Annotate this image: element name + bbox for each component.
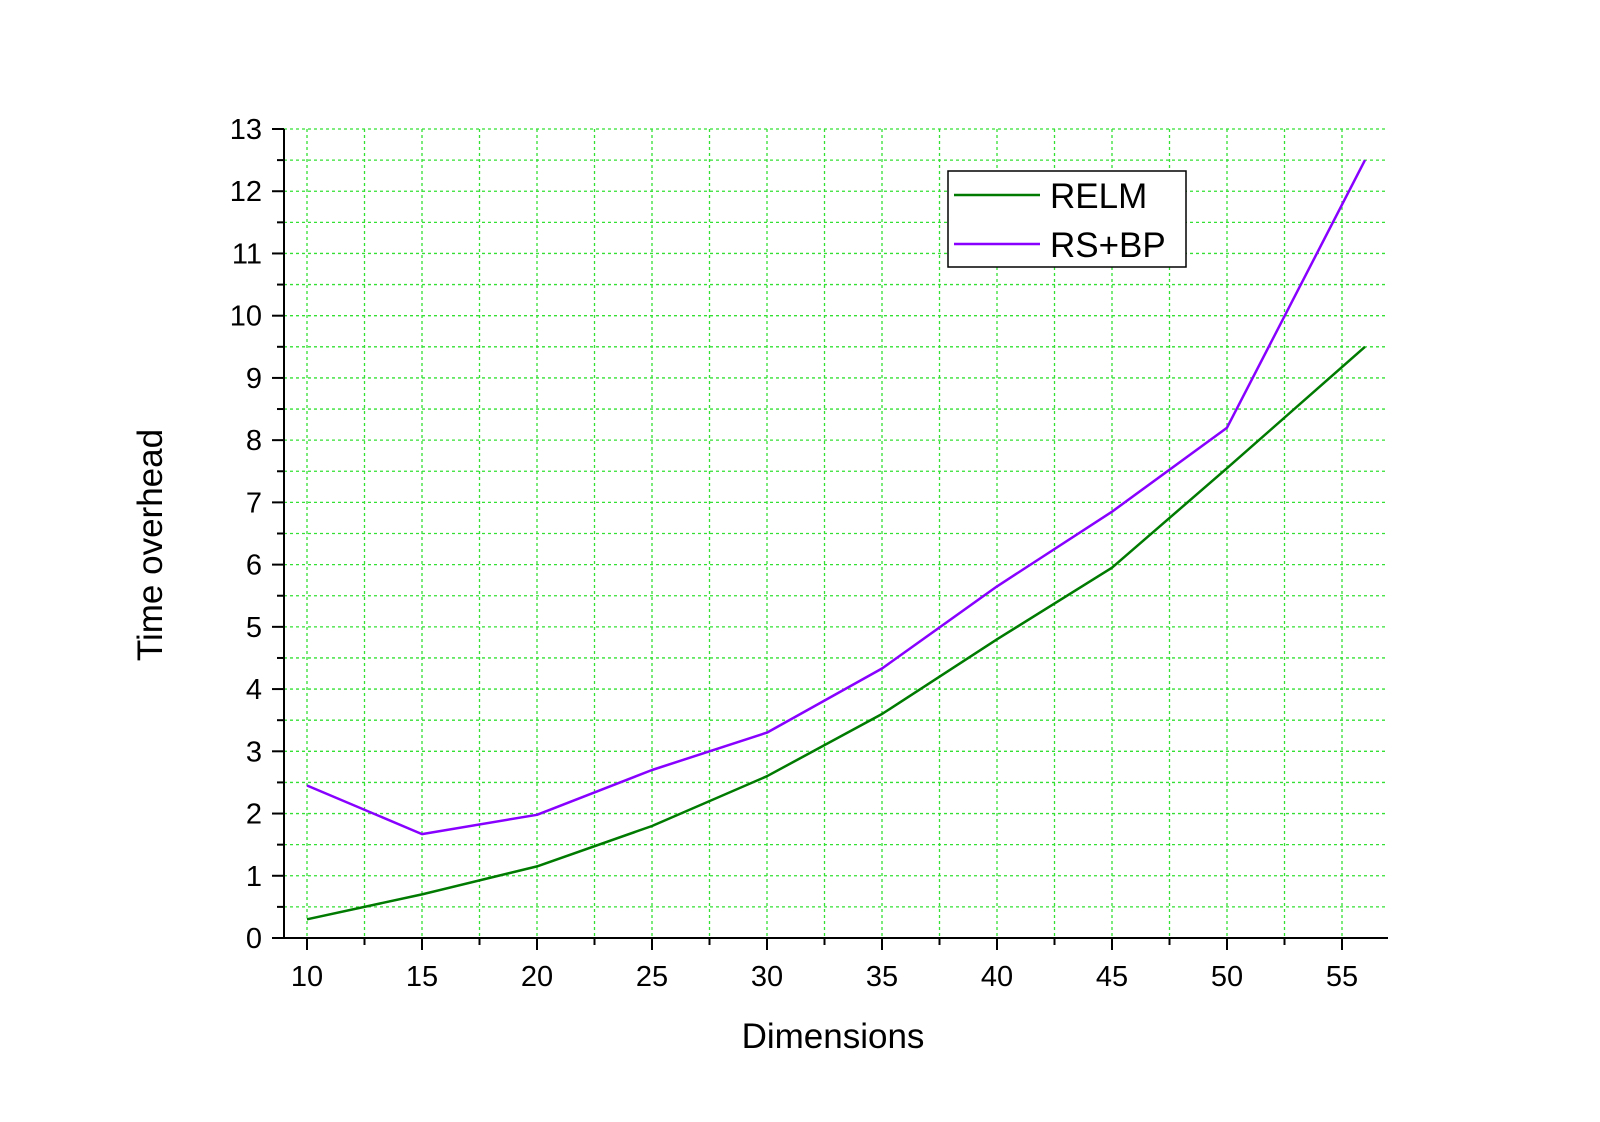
series-line-relm — [306, 345, 1366, 921]
x-tick-label: 50 — [1211, 961, 1243, 993]
y-tick-label: 0 — [246, 923, 262, 955]
y-tick-label: 2 — [246, 799, 262, 831]
x-tick-label: 40 — [981, 961, 1013, 993]
y-axis-title: Time overhead — [131, 429, 170, 661]
y-tick-label: 6 — [246, 550, 262, 582]
grid — [284, 128, 1388, 938]
y-tick-label: 10 — [230, 301, 262, 333]
y-tick-label: 7 — [246, 487, 262, 519]
legend: RELM RS+BP — [947, 170, 1187, 268]
y-tick-label: 12 — [230, 176, 262, 208]
y-tick-label: 4 — [246, 674, 262, 706]
series-lines — [306, 159, 1367, 921]
x-tick-label: 10 — [291, 961, 323, 993]
x-tick-label: 55 — [1326, 961, 1358, 993]
x-tick-label: 15 — [406, 961, 438, 993]
series-line-rs-bp — [306, 159, 1367, 836]
y-tick-label: 11 — [232, 238, 262, 270]
x-axis-title: Dimensions — [742, 1017, 925, 1056]
legend-label: RELM — [1050, 177, 1147, 216]
x-tick-label: 30 — [751, 961, 783, 993]
legend-label: RS+BP — [1050, 226, 1166, 265]
y-tick-label: 5 — [246, 612, 262, 644]
y-tick-label: 9 — [246, 363, 262, 395]
x-tick-label: 45 — [1096, 961, 1128, 993]
legend-box — [947, 170, 1187, 268]
y-tick-label: 1 — [246, 861, 262, 893]
x-tick-label: 25 — [636, 961, 668, 993]
axes — [272, 128, 1388, 950]
y-tick-label: 13 — [230, 114, 262, 146]
y-tick-label: 8 — [246, 425, 262, 457]
y-tick-label: 3 — [246, 736, 262, 768]
x-tick-label: 35 — [866, 961, 898, 993]
x-tick-label: 20 — [521, 961, 553, 993]
